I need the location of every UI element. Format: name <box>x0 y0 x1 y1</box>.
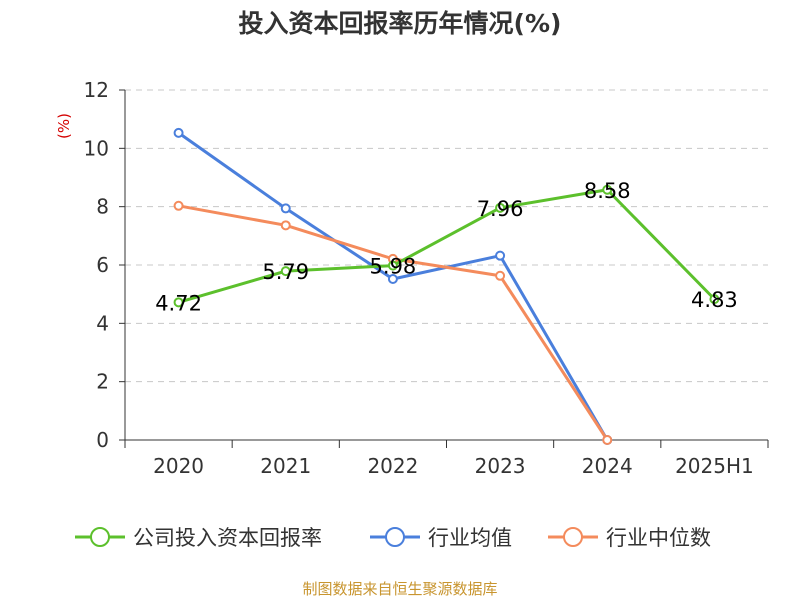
data-point <box>173 200 184 211</box>
data-label: 8.58 <box>584 179 631 203</box>
data-point <box>709 294 720 305</box>
x-tick-label: 2022 <box>367 454 418 478</box>
data-point <box>495 250 506 261</box>
legend-marker-icon <box>563 527 583 547</box>
legend-label: 公司投入资本回报率 <box>133 526 322 550</box>
y-tick-label: 12 <box>84 78 109 102</box>
y-tick-label: 2 <box>96 370 109 394</box>
data-point <box>280 266 291 277</box>
data-point <box>602 184 613 195</box>
legend-marker-icon <box>385 527 405 547</box>
data-point <box>387 260 398 271</box>
legend-item[interactable]: 行业中位数 <box>548 526 711 550</box>
data-point <box>173 127 184 138</box>
source-note: 制图数据来自恒生聚源数据库 <box>302 580 497 598</box>
legend-item[interactable]: 公司投入资本回报率 <box>75 526 322 550</box>
y-tick-label: 6 <box>96 253 109 277</box>
x-tick-label: 2024 <box>582 454 633 478</box>
series-points <box>173 127 720 445</box>
data-label: 5.79 <box>262 260 309 284</box>
data-point <box>387 274 398 284</box>
data-label: 5.98 <box>370 255 417 279</box>
legend-label: 行业均值 <box>428 526 512 550</box>
series-line <box>178 188 716 304</box>
series-line <box>177 131 609 441</box>
y-axis-label: (%) <box>55 113 73 139</box>
x-tick-label: 2021 <box>260 454 311 478</box>
data-point <box>495 202 506 213</box>
legend-item[interactable]: 行业均值 <box>370 526 512 550</box>
legend: 公司投入资本回报率 行业均值 行业中位数 <box>75 526 711 550</box>
legend-marker-icon <box>90 527 110 547</box>
data-point <box>173 297 184 308</box>
data-point <box>280 203 291 214</box>
legend-label: 行业中位数 <box>606 526 711 550</box>
data-point <box>280 220 291 231</box>
data-labels: 4.72 5.79 5.98 7.96 8.58 4.83 <box>155 179 738 316</box>
data-label: 4.72 <box>155 291 202 315</box>
y-axis-ticks: 0 2 4 6 8 10 12 <box>84 78 125 452</box>
gridlines <box>125 89 768 383</box>
chart-title: 投入资本回报率历年情况(%) <box>238 9 562 38</box>
data-label: 4.83 <box>691 288 738 312</box>
data-point <box>602 435 613 445</box>
y-tick-label: 4 <box>96 311 109 335</box>
x-axis-ticks: 2020 2021 2022 2023 2024 2025H1 <box>124 440 769 478</box>
y-tick-label: 8 <box>96 195 109 219</box>
series-lines <box>177 131 716 441</box>
data-label: 7.96 <box>477 197 524 221</box>
x-tick-label: 2020 <box>153 454 204 478</box>
x-tick-label: 2025H1 <box>675 454 754 478</box>
data-point <box>495 270 506 281</box>
y-tick-label: 0 <box>96 428 109 452</box>
x-tick-label: 2023 <box>475 454 526 478</box>
y-tick-label: 10 <box>84 136 109 160</box>
